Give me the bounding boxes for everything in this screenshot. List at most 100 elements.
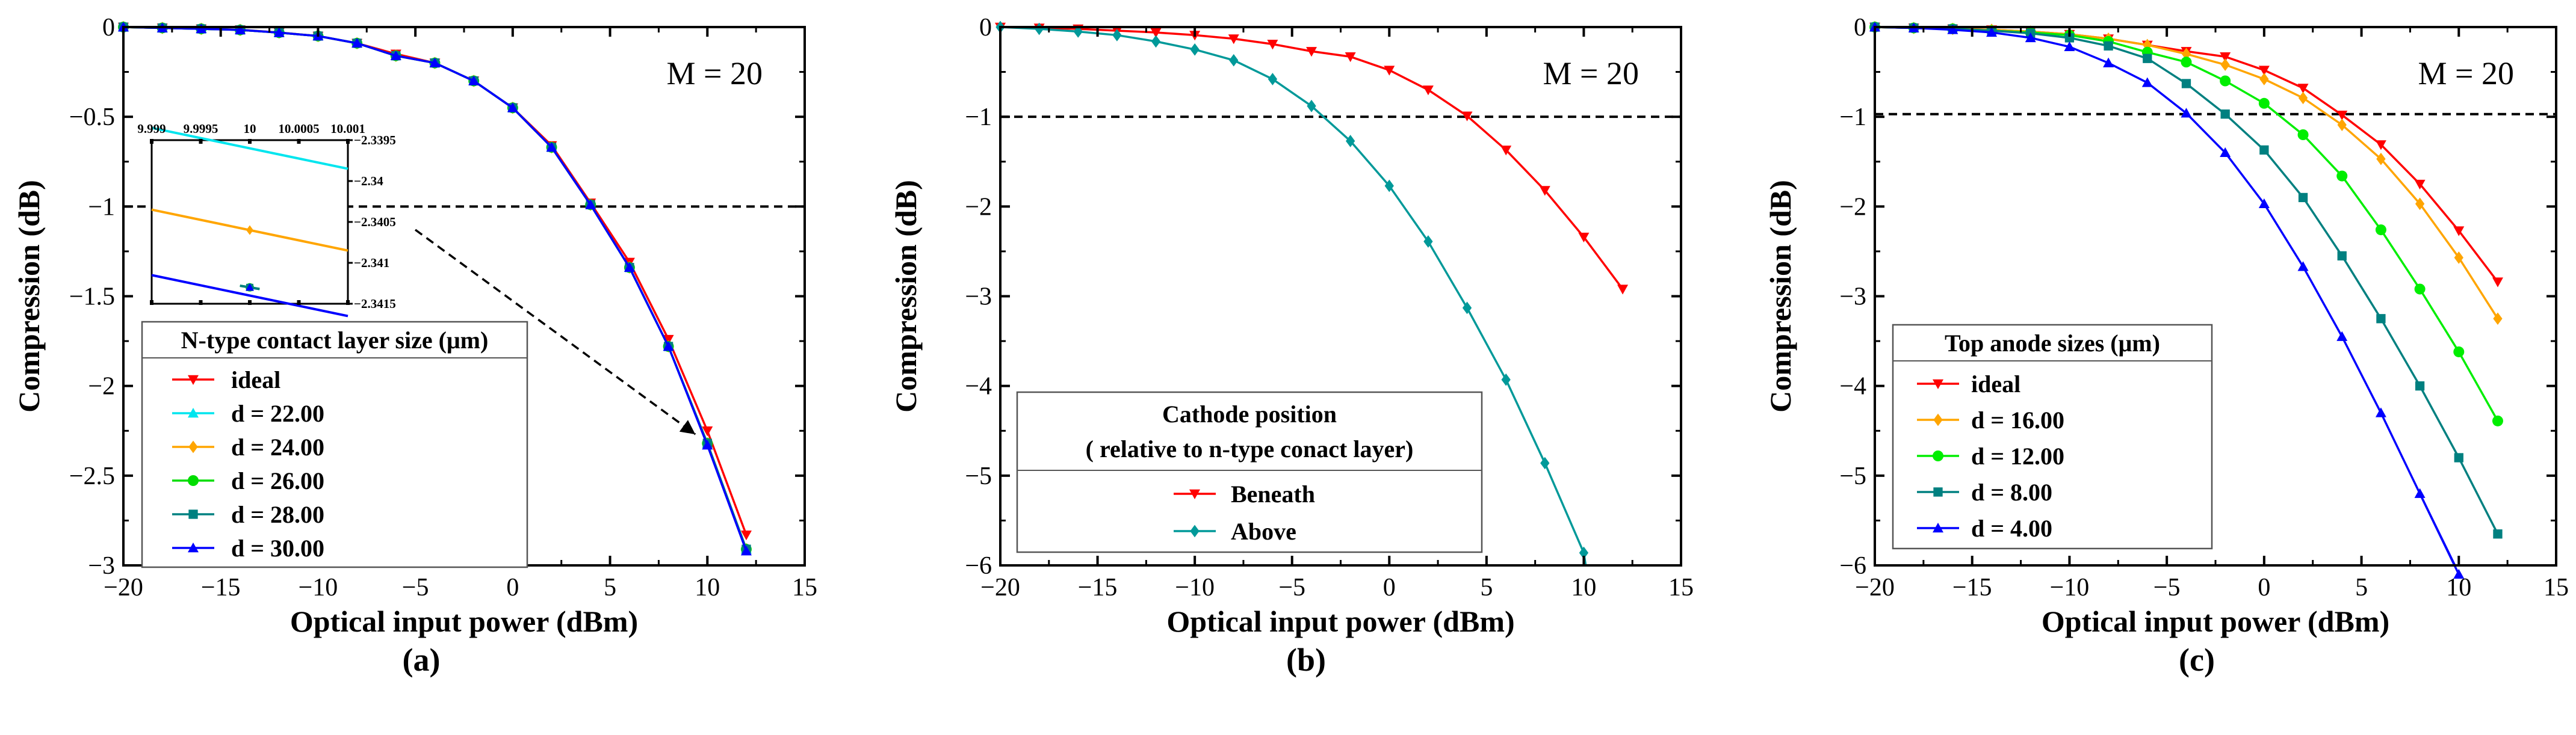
data-point xyxy=(1112,29,1122,42)
x-tick-label: −15 xyxy=(201,574,241,601)
zoom-arrow-head xyxy=(679,420,696,435)
inset-y-tick-label: −2.341 xyxy=(354,256,389,270)
panel-caption: (a) xyxy=(403,642,441,678)
data-point xyxy=(2259,73,2269,85)
x-tick-label: −5 xyxy=(2153,574,2181,601)
inset-x-tick-bottom xyxy=(297,300,301,305)
data-point xyxy=(2336,110,2348,121)
x-tick-label: 0 xyxy=(506,574,519,601)
data-point xyxy=(429,57,441,67)
x-tick-label: 10 xyxy=(1571,574,1596,601)
m-annotation: M = 20 xyxy=(1543,55,1639,91)
y-tick-label: −2.5 xyxy=(69,463,115,490)
y-axis-label: Compression (dB) xyxy=(889,180,923,413)
data-point xyxy=(663,334,674,345)
x-tick-label: 0 xyxy=(2258,574,2270,601)
inset-y-tick-label: −2.3395 xyxy=(354,133,396,147)
y-axis-label: Compression (dB) xyxy=(12,180,46,413)
y-tick-label: −2 xyxy=(88,373,115,401)
data-point xyxy=(2103,57,2114,67)
data-point xyxy=(273,27,285,37)
legend-label: d = 4.00 xyxy=(1971,515,2052,542)
data-point xyxy=(2414,283,2426,295)
data-point xyxy=(1034,22,1044,35)
data-point xyxy=(2025,32,2036,43)
legend-label: Beneath xyxy=(1231,481,1315,508)
legend-marker xyxy=(188,509,198,519)
data-point xyxy=(2064,33,2075,43)
data-point xyxy=(2376,152,2386,165)
x-tick-label: −20 xyxy=(1855,574,1895,601)
inset-y-tick-label: −2.3405 xyxy=(354,215,396,229)
legend-marker xyxy=(188,543,199,553)
data-point xyxy=(2258,198,2270,209)
data-point xyxy=(1384,66,1395,76)
data-point xyxy=(2297,261,2309,271)
data-point xyxy=(1268,73,1278,85)
data-point xyxy=(1150,28,1162,38)
data-point xyxy=(1578,232,1590,243)
data-point xyxy=(702,426,713,437)
data-point xyxy=(2453,346,2465,357)
legend-label: d = 12.00 xyxy=(1971,443,2064,470)
data-point xyxy=(1539,186,1550,196)
x-tick-label: −20 xyxy=(980,574,1020,601)
panel-b: −20 −15 −10 −5 0 5 10 15 0 −1 −2 −3 −4 −5 −6 Optical in… xyxy=(889,14,1694,678)
data-point xyxy=(1345,52,1356,63)
legend-subtitle: ( relative to n-type conact layer) xyxy=(1086,435,1414,463)
data-point xyxy=(740,546,752,556)
data-point xyxy=(2414,488,2426,498)
data-point xyxy=(2376,314,2386,324)
data-point xyxy=(1384,179,1394,192)
legend-label: ideal xyxy=(231,366,280,393)
inset-x-tick-label: 10.0005 xyxy=(278,121,319,136)
data-point xyxy=(2141,77,2153,87)
y-tick-label: −2 xyxy=(1839,193,1866,221)
legend-marker xyxy=(1190,524,1200,538)
y-tick-label: −5 xyxy=(1839,463,1866,490)
data-point xyxy=(2454,251,2463,264)
data-point xyxy=(2493,312,2503,325)
inset-x-tick xyxy=(248,139,252,144)
y-tick-label: −1 xyxy=(1839,103,1866,131)
legend-box xyxy=(1892,324,2213,550)
data-point xyxy=(1423,235,1433,248)
panel-caption: (c) xyxy=(2179,642,2215,678)
legend-marker xyxy=(188,475,199,486)
legend-label: d = 28.00 xyxy=(231,501,324,528)
data-point xyxy=(2259,145,2269,155)
x-tick-label: −5 xyxy=(1278,574,1305,601)
inset-x-tick-bottom xyxy=(199,300,203,305)
panel-a: −20 −15 −10 −5 0 5 10 15 0 −0.5 −1 −1.5 −2 −2.5 −3 Opti… xyxy=(12,14,817,678)
inset-x-tick xyxy=(199,139,203,144)
data-point xyxy=(2258,97,2270,109)
y-tick-label: −3 xyxy=(965,283,992,311)
legend-marker xyxy=(1933,487,1943,497)
data-point xyxy=(2337,118,2347,131)
x-tick-label: −20 xyxy=(104,574,143,601)
data-point xyxy=(196,23,207,34)
y-tick-label: −4 xyxy=(965,373,992,401)
data-point xyxy=(2220,109,2230,119)
inset-series-line xyxy=(151,274,348,318)
legend-marker xyxy=(1933,379,1943,389)
data-point xyxy=(2297,129,2309,140)
inset-marker xyxy=(246,225,253,235)
legend-box xyxy=(141,321,528,568)
inset-marker xyxy=(246,283,254,291)
y-tick-label: 0 xyxy=(1854,14,1866,42)
x-axis-label: Optical input power (dBm) xyxy=(1166,604,1514,638)
y-tick-label: −1 xyxy=(88,193,115,221)
legend-marker xyxy=(1933,451,1943,461)
x-tick-label: −5 xyxy=(402,574,429,601)
x-tick-label: 15 xyxy=(792,574,817,601)
inset-x-tick-bottom xyxy=(346,300,350,305)
data-point xyxy=(2375,407,2386,417)
data-point xyxy=(2181,57,2192,68)
data-point xyxy=(546,141,557,152)
y-tick-label: −1.5 xyxy=(69,283,115,311)
x-tick-label: 15 xyxy=(2543,574,2569,601)
legend-title: Cathode position xyxy=(1162,401,1337,428)
x-tick-label: 5 xyxy=(604,574,616,601)
legend-label: d = 16.00 xyxy=(1971,407,2064,434)
